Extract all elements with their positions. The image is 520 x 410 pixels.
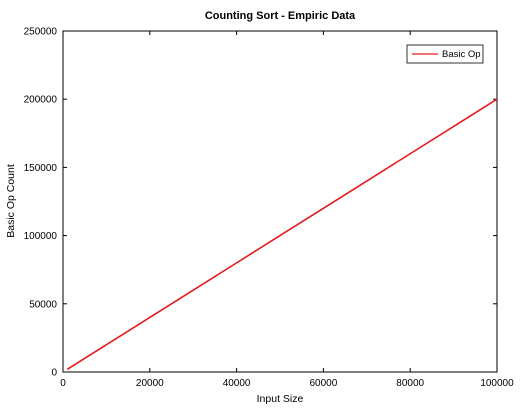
y-tick-label: 250000 xyxy=(24,27,58,38)
x-axis: 0 20000 40000 60000 80000 100000 xyxy=(60,31,514,389)
legend-label: Basic Op xyxy=(442,49,481,60)
y-axis-label: Basic Op Count xyxy=(5,164,17,238)
x-tick-label: 20000 xyxy=(136,378,164,389)
series-line-basic-op xyxy=(66,98,498,370)
x-tick-label: 60000 xyxy=(309,378,337,389)
series-layer xyxy=(66,98,498,370)
x-axis-label: Input Size xyxy=(257,393,304,405)
plot-area xyxy=(62,30,498,373)
legend: Basic Op xyxy=(406,44,484,64)
y-tick-label: 150000 xyxy=(24,163,58,174)
chart-title: Counting Sort - Empiric Data xyxy=(205,10,356,22)
x-tick-label: 40000 xyxy=(223,378,251,389)
y-tick-label: 0 xyxy=(51,368,57,379)
x-tick-label: 0 xyxy=(60,378,66,389)
y-tick-label: 200000 xyxy=(24,95,58,106)
y-tick-label: 100000 xyxy=(24,231,58,242)
legend-box xyxy=(406,44,484,64)
x-tick-label: 80000 xyxy=(396,378,424,389)
x-tick-label: 100000 xyxy=(480,378,514,389)
y-tick-label: 50000 xyxy=(29,299,57,310)
